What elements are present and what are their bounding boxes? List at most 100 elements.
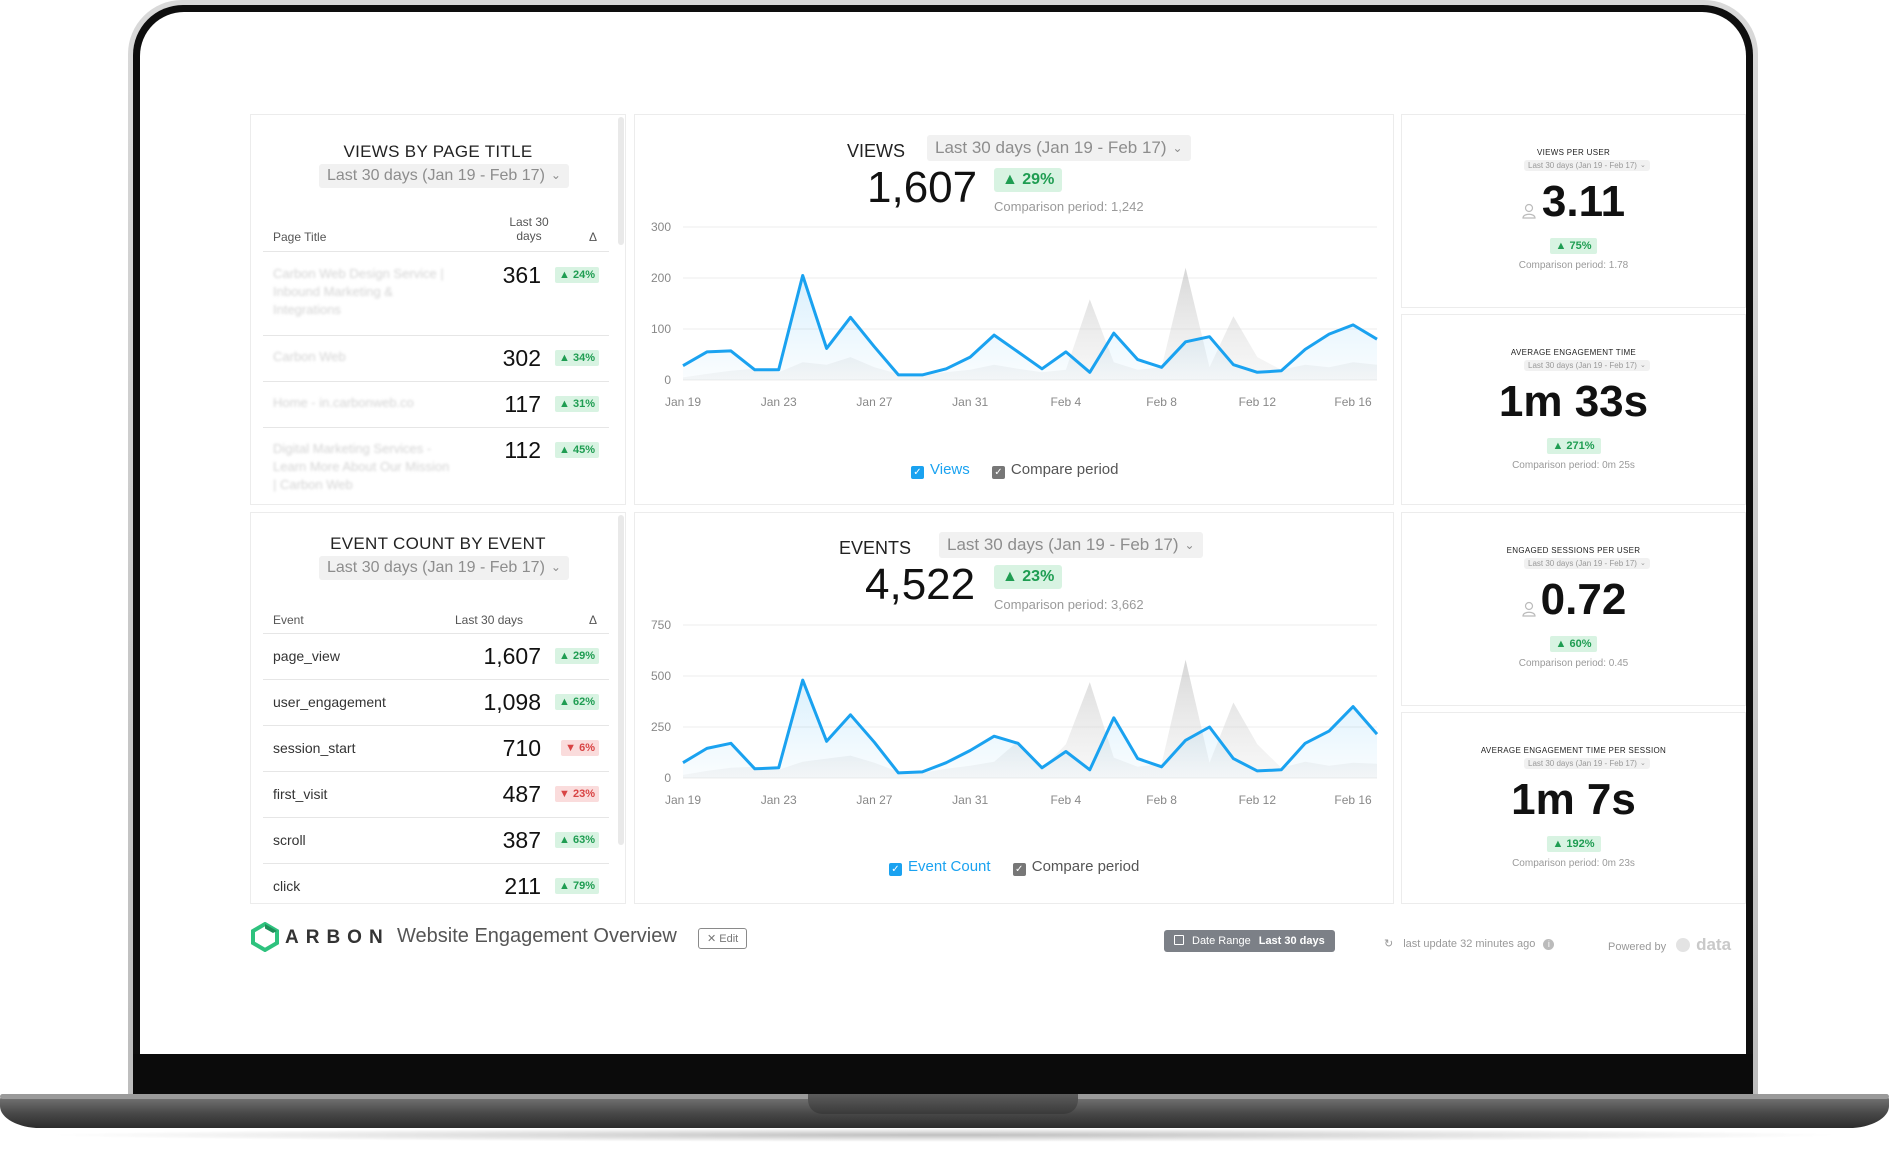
metric-change-badge: ▲ 60% bbox=[1549, 636, 1598, 652]
y-tick-label: 200 bbox=[651, 271, 671, 285]
x-tick-label: Jan 19 bbox=[665, 793, 701, 807]
metric-title: AVERAGE ENGAGEMENT TIME bbox=[1510, 348, 1637, 357]
change-badge: ▲ 34% bbox=[555, 350, 599, 366]
views-change-badge: ▲ 29% bbox=[994, 168, 1063, 192]
laptop-chin bbox=[133, 1054, 1753, 1096]
chevron-down-icon: ⌄ bbox=[1184, 538, 1195, 552]
col-delta: Δ bbox=[589, 613, 598, 627]
x-tick-label: Jan 31 bbox=[952, 395, 988, 409]
range-select-label: Last 30 days (Jan 19 - Feb 17) bbox=[935, 138, 1167, 157]
x-tick-label: Feb 8 bbox=[1146, 793, 1177, 807]
date-range-button[interactable]: Date Range Last 30 days bbox=[1164, 930, 1335, 952]
metric-title: VIEWS PER USER bbox=[1536, 148, 1611, 157]
metric-range-select[interactable]: Last 30 days (Jan 19 - Feb 17) ⌄ bbox=[1524, 160, 1650, 171]
range-select-label: Last 30 days (Jan 19 - Feb 17) bbox=[327, 167, 545, 184]
metric-title: AVERAGE ENGAGEMENT TIME PER SESSION bbox=[1480, 746, 1667, 755]
date-range-value: Last 30 days bbox=[1258, 935, 1325, 947]
table-row[interactable]: Carbon Web Design Service | Inbound Mark… bbox=[263, 251, 609, 335]
event-count-card: EVENT COUNT BY EVENT Last 30 days (Jan 1… bbox=[250, 512, 626, 904]
scrollbar[interactable] bbox=[618, 117, 624, 245]
metric-value: 1m 7s bbox=[1511, 775, 1636, 824]
metric-range-select[interactable]: Last 30 days (Jan 19 - Feb 17) ⌄ bbox=[1524, 558, 1650, 569]
legend-compare-period[interactable]: ✓ Compare period bbox=[974, 461, 1118, 479]
events-change-badge: ▲ 23% bbox=[994, 565, 1063, 589]
info-icon[interactable]: i bbox=[1543, 939, 1555, 950]
table-row[interactable]: session_start 710 ▼ 6% bbox=[263, 725, 609, 771]
metric-range-select[interactable]: Last 30 days (Jan 19 - Feb 17) ⌄ bbox=[1524, 758, 1650, 769]
refresh-icon[interactable]: ↻ bbox=[1384, 938, 1394, 950]
events-chart-title: EVENTS bbox=[839, 538, 912, 558]
metric-change-badge: ▲ 75% bbox=[1549, 238, 1598, 254]
event-count-value: 1,607 bbox=[483, 643, 541, 669]
page-views-value: 361 bbox=[502, 262, 541, 288]
table-row[interactable]: click 211 ▲ 79% bbox=[263, 863, 609, 909]
views-line-chart[interactable]: 0 100 200 300 Jan 19 Jan 23 Jan 27 Jan 31 Feb 4 F… bbox=[635, 215, 1395, 455]
x-tick-label: Jan 27 bbox=[856, 395, 892, 409]
event-count-value: 487 bbox=[502, 781, 541, 807]
events-chart-card: EVENTS Last 30 days (Jan 19 - Feb 17) ⌄ 4… bbox=[634, 512, 1394, 904]
x-tick-label: Jan 19 bbox=[665, 395, 701, 409]
metric-comparison: Comparison period: 0.45 bbox=[1518, 658, 1629, 669]
checkbox-checked-icon: ✓ bbox=[991, 466, 1005, 479]
table-row[interactable]: first_visit 487 ▼ 23% bbox=[263, 771, 609, 817]
y-tick-label: 750 bbox=[651, 618, 671, 632]
y-tick-label: 300 bbox=[651, 220, 671, 234]
user-icon bbox=[1522, 601, 1536, 617]
events-legend: ✓ Event Count ✓ Compare period bbox=[889, 858, 1139, 876]
legend-event-count[interactable]: ✓ Event Count bbox=[889, 858, 991, 876]
x-tick-label: Feb 12 bbox=[1239, 793, 1277, 807]
y-tick-label: 100 bbox=[651, 322, 671, 336]
table-row[interactable]: page_view 1,607 ▲ 29% bbox=[263, 633, 609, 679]
laptop-notch bbox=[808, 1094, 1078, 1114]
edit-button[interactable]: ✕ Edit bbox=[698, 928, 748, 949]
chevron-down-icon: ⌄ bbox=[1639, 560, 1646, 567]
metric-change-badge: ▲ 192% bbox=[1546, 836, 1601, 852]
metric-value: 3.11 bbox=[1541, 177, 1626, 226]
change-badge: ▲ 45% bbox=[555, 442, 599, 458]
col-page-title: Page Title bbox=[273, 230, 327, 244]
metric-change-badge: ▲ 271% bbox=[1546, 438, 1601, 454]
change-badge: ▲ 29% bbox=[555, 648, 599, 664]
event-count-title: EVENT COUNT BY EVENT bbox=[330, 534, 546, 553]
scrollbar[interactable] bbox=[618, 515, 624, 845]
event-name: first_visit bbox=[273, 786, 328, 802]
dashboard-title: Website Engagement Overview bbox=[397, 925, 677, 947]
table-row[interactable]: Home - in.carbonweb.co 117 ▲ 31% bbox=[263, 381, 609, 427]
events-line-chart[interactable]: 0 250 500 750 Jan 19 Jan 23 Jan 27 Jan 31 Feb 4 F… bbox=[635, 613, 1395, 853]
legend-compare-period[interactable]: ✓ Compare period bbox=[995, 858, 1139, 876]
change-badge: ▲ 62% bbox=[555, 694, 599, 710]
events-range-select[interactable]: Last 30 days (Jan 19 - Feb 17) ⌄ bbox=[939, 532, 1203, 558]
page-views-value: 302 bbox=[502, 345, 541, 371]
event-name: click bbox=[273, 878, 301, 894]
event-count-range-select[interactable]: Last 30 days (Jan 19 - Feb 17) ⌄ bbox=[319, 556, 569, 580]
table-row[interactable]: scroll 387 ▲ 63% bbox=[263, 817, 609, 863]
y-tick-label: 250 bbox=[651, 720, 671, 734]
views-legend: ✓ Views ✓ Compare period bbox=[911, 461, 1118, 479]
event-count-value: 1,098 bbox=[483, 689, 541, 715]
event-count-value: 387 bbox=[502, 827, 541, 853]
table-row[interactable]: user_engagement 1,098 ▲ 62% bbox=[263, 679, 609, 725]
table-row[interactable]: Digital Marketing Services - Learn More … bbox=[263, 427, 609, 503]
views-range-select[interactable]: Last 30 days (Jan 19 - Feb 17) ⌄ bbox=[927, 135, 1191, 161]
events-total: 4,522 bbox=[865, 560, 976, 609]
events-comparison: Comparison period: 3,662 bbox=[994, 597, 1144, 612]
change-badge: ▼ 23% bbox=[555, 786, 599, 802]
table-row[interactable]: Carbon Web 302 ▲ 34% bbox=[263, 335, 609, 381]
views-by-page-card: VIEWS BY PAGE TITLE Last 30 days (Jan 19… bbox=[250, 114, 626, 505]
change-badge: ▲ 31% bbox=[555, 396, 599, 412]
primary-series-line bbox=[682, 678, 1379, 775]
x-tick-label: Jan 31 bbox=[952, 793, 988, 807]
col-event: Event bbox=[273, 613, 304, 627]
chevron-down-icon: ⌄ bbox=[1172, 141, 1183, 155]
metric-range-select[interactable]: Last 30 days (Jan 19 - Feb 17) ⌄ bbox=[1524, 360, 1650, 371]
views-total: 1,607 bbox=[867, 163, 978, 212]
views-comparison: Comparison period: 1,242 bbox=[994, 199, 1144, 214]
x-tick-label: Jan 23 bbox=[761, 793, 797, 807]
event-name: user_engagement bbox=[273, 694, 386, 710]
change-badge: ▲ 79% bbox=[555, 878, 599, 894]
legend-views[interactable]: ✓ Views bbox=[911, 461, 970, 479]
views-by-page-range-select[interactable]: Last 30 days (Jan 19 - Feb 17) ⌄ bbox=[319, 164, 569, 188]
powered-by[interactable]: Powered by data bbox=[1608, 935, 1732, 954]
page-title-cell: Digital Marketing Services - Learn More … bbox=[273, 441, 450, 492]
databox-logo-icon bbox=[1676, 938, 1691, 952]
